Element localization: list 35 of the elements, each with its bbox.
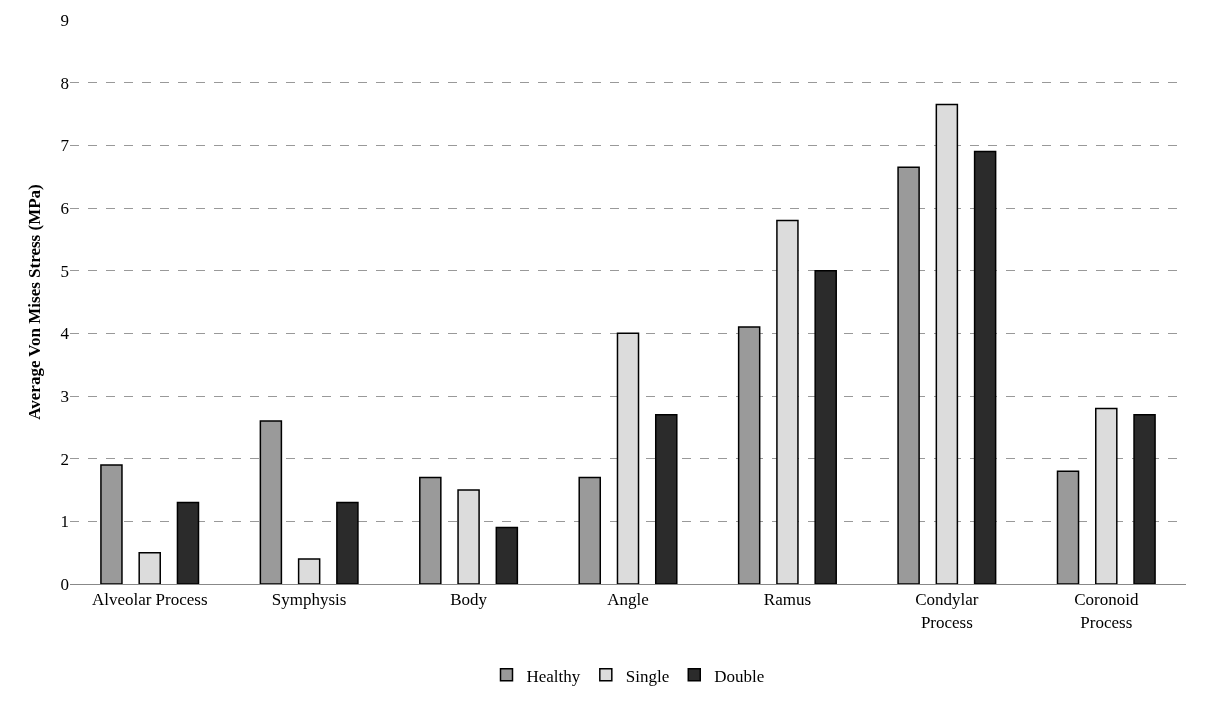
y-tick-label: 2	[60, 449, 69, 469]
x-tick-label: Angle	[607, 590, 649, 610]
x-tick-label: Body	[450, 590, 488, 610]
legend-label: Single	[625, 666, 670, 686]
y-tick-label: 3	[60, 386, 69, 406]
bar	[176, 501, 200, 584]
x-tick-label: Condylar Process	[915, 590, 979, 632]
y-tick-label: 4	[60, 324, 70, 344]
bar	[814, 269, 837, 584]
y-tick-label: 5	[60, 261, 69, 281]
bar	[935, 103, 959, 584]
bar	[973, 150, 997, 584]
y-tick-label: 1	[60, 512, 69, 532]
x-tick-label: Symphysis	[271, 590, 347, 610]
y-tick-label: 6	[60, 198, 69, 218]
y-tick-label: 8	[60, 73, 69, 93]
bar	[495, 526, 519, 584]
legend-label: Double	[714, 666, 765, 686]
legend-label: Healthy	[526, 666, 581, 686]
x-tick-label: Coronoid Process	[1074, 590, 1139, 632]
bar	[1095, 407, 1118, 584]
bar	[616, 332, 640, 584]
y-axis-title: Average Von Mises Stress (MPa)	[25, 184, 45, 420]
bar	[457, 489, 480, 584]
bar	[336, 501, 359, 584]
x-tick-label: Alveolar Process	[91, 590, 208, 610]
bar	[1133, 414, 1156, 584]
y-tick-label: 0	[60, 574, 69, 594]
bar	[138, 551, 161, 584]
bar	[297, 558, 321, 584]
bar	[776, 219, 799, 584]
y-tick-label: 7	[60, 136, 70, 156]
y-tick-label: 9	[60, 10, 69, 30]
bar	[654, 414, 678, 584]
x-tick-label: Ramus	[763, 590, 812, 610]
